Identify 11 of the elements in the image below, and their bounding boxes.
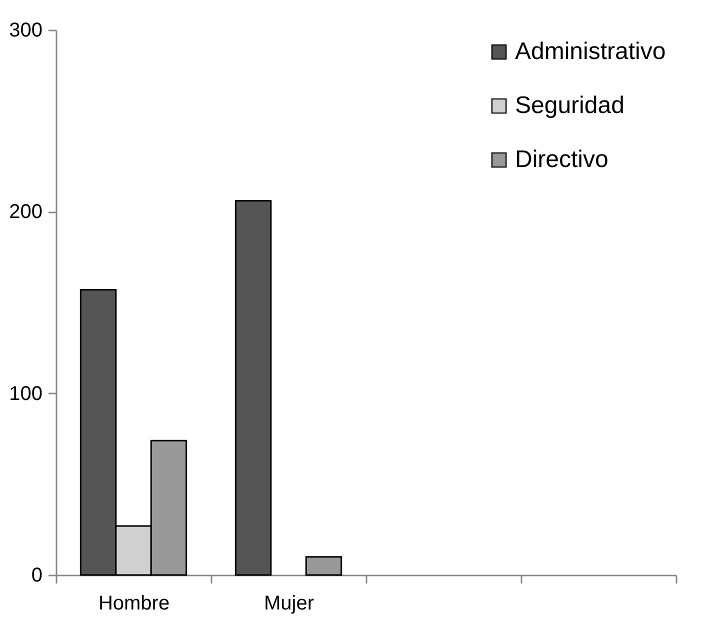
y-tick-label: 300 bbox=[9, 20, 42, 42]
y-tick-label: 200 bbox=[9, 201, 42, 224]
y-tick-label: 100 bbox=[9, 382, 42, 405]
legend-label: Directivo bbox=[515, 146, 608, 173]
legend-label: Seguridad bbox=[515, 92, 624, 119]
bar bbox=[234, 200, 272, 576]
x-tick-label: Mujer bbox=[264, 592, 314, 614]
y-tick-label: 0 bbox=[31, 564, 42, 586]
legend-label: Administrativo bbox=[515, 38, 666, 65]
bar bbox=[305, 556, 342, 576]
x-tick-label: Hombre bbox=[98, 592, 170, 614]
